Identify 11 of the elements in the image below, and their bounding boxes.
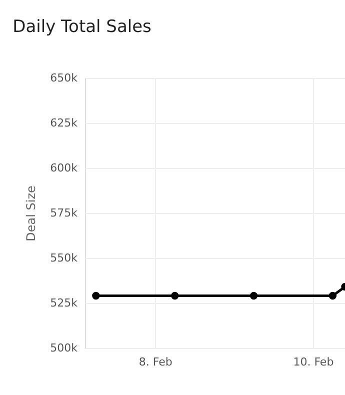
y-tick-label: 600k [50, 162, 78, 174]
x-tick-label: 8. Feb [138, 356, 172, 368]
chart-title: Daily Total Sales [12, 17, 152, 37]
y-tick-label: 525k [50, 296, 78, 310]
y-tick-label: 500k [50, 342, 78, 354]
y-tick-label: 575k [50, 206, 78, 220]
x-tick-label: 10. Feb [293, 356, 334, 368]
y-tick-label: 625k [50, 116, 78, 130]
y-tick-label: 650k [50, 72, 78, 84]
y-axis-title: Deal Size [24, 186, 38, 242]
y-tick-label: 550k [50, 252, 78, 264]
